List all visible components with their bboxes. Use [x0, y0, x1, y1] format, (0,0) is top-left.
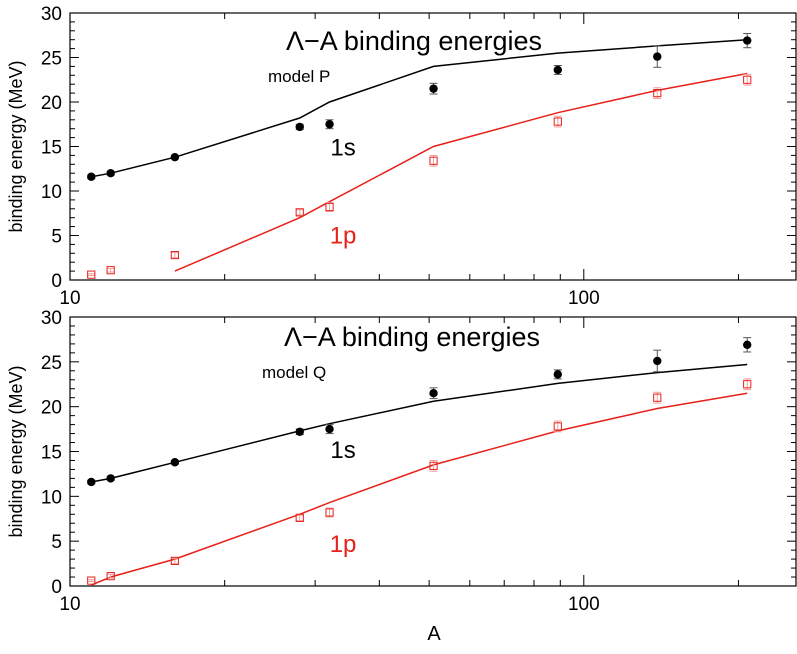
- data-point-1p: [325, 202, 334, 212]
- data-point-1s: [429, 84, 438, 93]
- y-tick-label: 30: [41, 308, 62, 329]
- chart-subtitle: model Q: [262, 363, 326, 382]
- data-point-1p: [87, 576, 96, 585]
- data-point-1s: [743, 36, 752, 45]
- state-label: 1s: [330, 134, 355, 161]
- panel-model-q: 0 5 10 15 20 25 30 10 100 binding energy (MeV) Λ−A…: [6, 308, 797, 615]
- data-point-1p: [170, 250, 179, 260]
- data-point-1s: [106, 474, 115, 483]
- chart-title: Λ−A binding energies: [286, 26, 542, 56]
- data-point-1s: [653, 52, 662, 61]
- state-label: 1s: [330, 437, 355, 464]
- state-label: 1p: [330, 223, 357, 250]
- data-point-1p: [743, 380, 752, 389]
- data-point-1p: [429, 156, 438, 165]
- y-tick-label: 25: [41, 49, 62, 70]
- data-point-1s: [295, 427, 304, 436]
- panel-model-p: 0 5 10 15 20 25 30 10 100 binding energy (MeV) Λ−A…: [6, 4, 797, 309]
- data-point-1p: [553, 422, 562, 431]
- y-tick-label: 15: [41, 443, 62, 464]
- data-point-1p: [87, 270, 96, 279]
- data-point-1p: [553, 117, 562, 126]
- data-point-1p: [106, 266, 115, 275]
- y-tick-label: 10: [41, 487, 62, 508]
- x-tick-label: 100: [568, 288, 600, 309]
- state-label: 1p: [330, 531, 357, 558]
- data-point-1s: [106, 169, 115, 178]
- data-point-1s: [325, 424, 334, 434]
- data-point-1p: [295, 208, 304, 217]
- x-tick-label: 10: [59, 288, 80, 309]
- x-axis-label: A: [427, 623, 441, 645]
- y-axis-label: binding energy (MeV): [6, 365, 26, 537]
- data-point-1s: [295, 122, 304, 132]
- data-point-1s: [653, 356, 662, 366]
- data-point-1s: [429, 389, 438, 398]
- data-point-1s: [553, 65, 562, 75]
- y-tick-label: 10: [41, 182, 62, 203]
- data-point-1s: [325, 120, 334, 129]
- y-tick-label: 25: [41, 353, 62, 374]
- data-point-1p: [170, 556, 179, 565]
- y-tick-label: 5: [51, 532, 62, 553]
- y-tick-label: 20: [41, 398, 62, 419]
- y-axis-label: binding energy (MeV): [6, 60, 26, 232]
- x-tick-label: 10: [59, 594, 80, 615]
- data-point-1s: [87, 477, 96, 487]
- data-point-1s: [553, 370, 562, 379]
- data-point-1p: [653, 89, 662, 98]
- theory-curve: [174, 72, 748, 272]
- plot-frame: [69, 316, 797, 587]
- data-point-1p: [325, 508, 334, 517]
- data-point-1p: [295, 513, 304, 522]
- chart-subtitle: model P: [268, 67, 330, 86]
- x-tick-label: 100: [568, 594, 600, 615]
- data-point-1p: [743, 75, 752, 84]
- y-tick-label: 0: [51, 577, 62, 598]
- theory-curve: [91, 392, 748, 586]
- chart-title: Λ−A binding energies: [284, 322, 540, 352]
- y-tick-label: 5: [51, 227, 62, 248]
- y-tick-label: 30: [41, 4, 62, 25]
- data-point-1s: [170, 152, 180, 162]
- y-tick-label: 20: [41, 93, 62, 114]
- data-point-1p: [106, 572, 115, 581]
- y-tick-label: 0: [51, 271, 62, 292]
- theory-curve: [91, 363, 748, 483]
- data-point-1p: [653, 393, 662, 402]
- data-point-1s: [87, 172, 96, 181]
- data-point-1s: [170, 458, 180, 467]
- data-point-1s: [743, 340, 752, 349]
- theory-curve: [91, 38, 748, 178]
- data-point-1p: [429, 461, 438, 470]
- y-tick-label: 15: [41, 138, 62, 159]
